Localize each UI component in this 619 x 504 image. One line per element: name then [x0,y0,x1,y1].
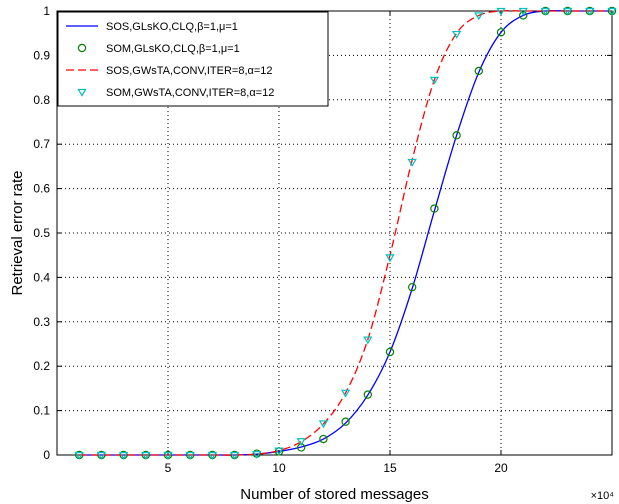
legend-label: SOM,GLsKO,CLQ,β=1,μ=1 [106,43,240,55]
data-point [296,438,306,447]
series-4 [74,7,617,460]
data-point [185,451,195,460]
y-tick-label: 0.7 [33,137,50,151]
y-tick-label: 1 [43,4,50,18]
data-point [96,451,107,460]
legend-label: SOS,GLsKO,CLQ,β=1,μ=1 [106,21,238,33]
legend-box [57,11,329,107]
data-point [429,76,440,85]
data-point [318,420,329,429]
data-point [141,451,151,460]
data-point [274,447,284,456]
data-point [163,451,173,460]
data-point [519,11,528,20]
y-tick-label: 0 [43,448,50,462]
y-tick-label: 0.2 [33,359,50,373]
data-point [229,451,240,460]
series-layer [74,6,617,460]
data-point [474,12,484,21]
data-point [451,30,462,39]
data-point [607,7,617,16]
y-tick-label: 0.6 [33,182,50,196]
data-point [474,66,483,76]
legend-marker-swatch [77,88,87,97]
data-point [385,254,395,263]
data-point [430,204,439,213]
x-axis-multiplier: ×10⁴ [591,490,615,502]
data-point [452,131,461,140]
data-point [408,282,417,292]
data-point [496,7,506,16]
data-point [540,7,551,16]
y-tick-label: 0.1 [33,404,50,418]
x-tick-label: 10 [272,461,286,475]
y-axis-label: Retrieval error rate [9,170,26,295]
data-point [363,390,372,399]
data-point [496,28,506,37]
ticks: 5 10 15 20 0 0.1 0.2 0.3 0.4 0.5 0.6 0.7 0.8 0.9 1 [33,4,612,475]
legend-marker-swatch [77,43,87,53]
data-point [585,7,595,16]
y-tick-label: 0.9 [33,48,50,62]
data-point [341,417,350,426]
x-axis-label: Number of stored messages [240,486,428,503]
data-point [562,7,573,16]
legend-label: SOS,GWsTA,CONV,ITER=8,α=12 [106,65,273,77]
data-point [207,451,218,460]
x-tick-label: 20 [494,461,508,475]
series-line [79,10,612,456]
x-tick-label: 5 [165,461,172,475]
y-tick-label: 0.4 [33,270,50,284]
data-point [518,7,528,16]
data-point [319,434,328,444]
data-point [252,450,262,459]
legend-label: SOM,GWsTA,CONV,ITER=8,α=12 [106,87,274,99]
legend: SOS,GLsKO,CLQ,β=1,μ=1 SOM,GLsKO,CLQ,β=1,μ… [57,11,329,107]
x-tick-label: 15 [383,461,397,475]
data-point [385,347,395,357]
y-tick-label: 0.8 [33,93,50,107]
data-point [363,336,373,345]
series-3 [79,10,612,456]
y-tick-label: 0.5 [33,226,50,240]
data-point [407,158,417,167]
data-point [118,451,129,460]
y-tick-label: 0.3 [33,315,50,329]
data-point [74,451,84,460]
data-point [340,389,351,398]
